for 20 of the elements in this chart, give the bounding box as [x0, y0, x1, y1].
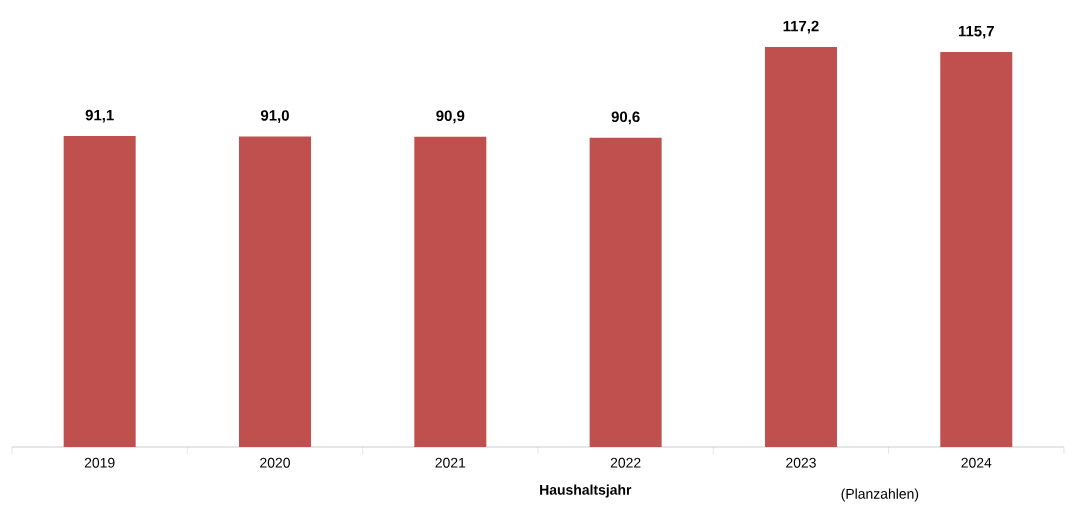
- x-tick-label: 2019: [84, 457, 115, 468]
- x-tick-label: 2023: [786, 457, 816, 468]
- data-label: 117,2: [783, 20, 819, 34]
- x-axis-title: Haushaltsjahr: [540, 484, 632, 498]
- x-tick-label: 2022: [610, 457, 641, 468]
- bar: [414, 136, 487, 447]
- bar: [238, 136, 311, 447]
- bar: [940, 52, 1013, 447]
- x-tick-label: 2024: [961, 457, 992, 468]
- data-label: 91,1: [85, 109, 114, 123]
- x-tick-label: 2020: [260, 457, 290, 468]
- data-label: 115,7: [958, 26, 994, 39]
- data-label: 91,0: [260, 110, 289, 123]
- data-label: 90,6: [611, 111, 640, 125]
- x-tick-label: 2021: [435, 457, 466, 468]
- text: (Planzahlen): [841, 488, 919, 502]
- bar: [764, 46, 837, 447]
- bar: [63, 136, 136, 447]
- data-label: 90,9: [436, 110, 465, 124]
- bar: [589, 137, 662, 447]
